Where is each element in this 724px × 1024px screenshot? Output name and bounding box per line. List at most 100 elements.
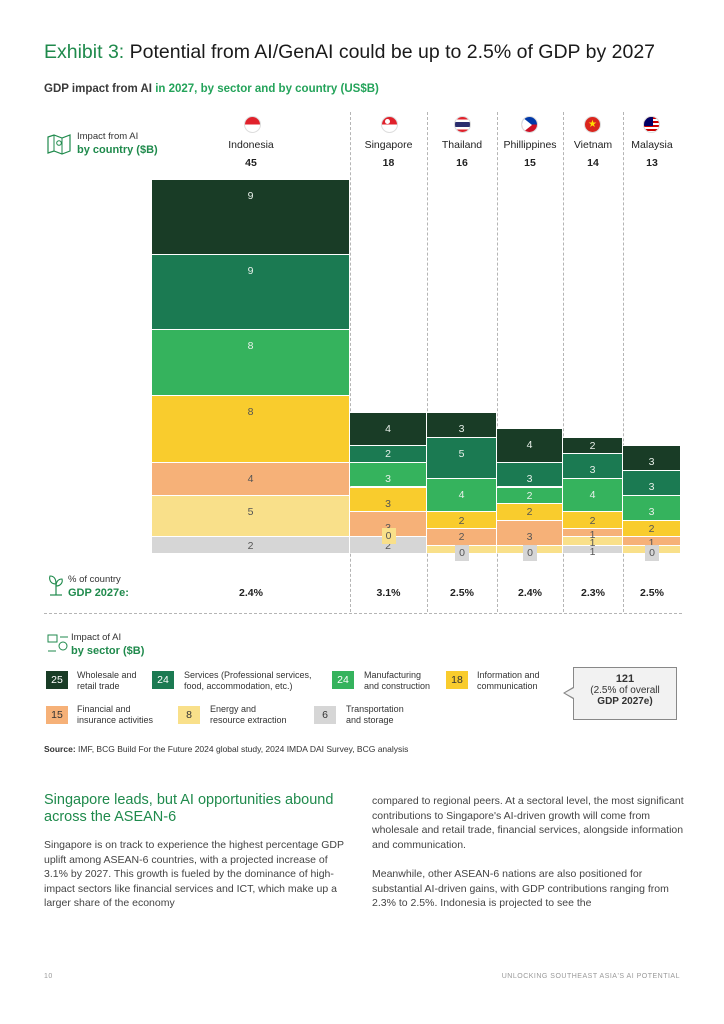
- paragraph-left: Singapore is on track to experience the …: [44, 839, 344, 909]
- bar-segment-manufacturing: 3: [350, 461, 426, 487]
- plant-icon: [46, 572, 66, 601]
- zero-value-chip: 0: [645, 545, 659, 561]
- legend-value-wholesale: 25: [46, 671, 68, 689]
- segment-value-label: 3: [589, 464, 596, 477]
- bar-segment-wholesale: 4: [350, 411, 426, 445]
- bar-segment-manufacturing: 4: [427, 478, 496, 512]
- segment-value-label: 3: [648, 480, 655, 493]
- bar-segment-manufacturing: 2: [497, 486, 562, 504]
- zero-value-chip: 0: [455, 545, 469, 561]
- segment-value-label: 3: [385, 472, 391, 485]
- bar-segment-manufacturing: 3: [623, 494, 680, 520]
- bar-segment-manufacturing: 8: [152, 328, 349, 396]
- legend-label-transport: Transportation and storage: [346, 704, 404, 725]
- bar-segment-ict: 2: [427, 511, 496, 529]
- bar-segment-services: 3: [563, 453, 622, 479]
- bar-segment-wholesale: 9: [152, 179, 349, 254]
- segment-value-label: 1: [648, 537, 655, 550]
- separator-line: [623, 112, 624, 612]
- segment-value-label: 8: [247, 406, 254, 419]
- legend-value-transport: 6: [314, 706, 336, 724]
- segment-value-label: 4: [458, 489, 465, 502]
- segment-value-label: 2: [648, 523, 655, 536]
- country-name-vietnam: Vietnam: [573, 139, 613, 151]
- bar-segment-financial: 1: [623, 536, 680, 549]
- bar-segment-financial: 2: [427, 528, 496, 545]
- gdp-pct-philippines: 2.4%: [518, 587, 542, 599]
- legend-value-ict: 18: [446, 671, 468, 689]
- exhibit-label: Exhibit 3:: [44, 41, 125, 63]
- separator-line: [427, 112, 428, 612]
- callout-arrow-fill: [565, 688, 574, 698]
- exhibit-title: Exhibit 3: Potential from AI/GenAI could…: [44, 41, 655, 64]
- bar-segment-services: 5: [427, 436, 496, 479]
- thailand-flag-icon: [454, 116, 471, 133]
- separator-line: [44, 613, 682, 614]
- country-total-singapore: 18: [382, 157, 395, 169]
- segment-value-label: 2: [589, 439, 596, 452]
- segment-value-label: 1: [589, 545, 596, 558]
- country-total-vietnam: 14: [587, 157, 599, 169]
- exhibit-title-text: Potential from AI/GenAI could be up to 2…: [129, 41, 656, 63]
- legend-value-energy: 8: [178, 706, 200, 724]
- total-callout: 121 (2.5% of overall GDP 2027e): [573, 667, 677, 720]
- bar-segment-energy: 5: [152, 494, 349, 537]
- segment-value-label: 4: [385, 422, 391, 435]
- segment-value-label: 2: [458, 531, 465, 544]
- legend-label-wholesale: Wholesale and retail trade: [77, 670, 137, 691]
- segment-value-label: 5: [458, 447, 465, 460]
- segment-value-label: 3: [648, 505, 655, 518]
- bar-segment-ict: 3: [350, 486, 426, 512]
- legend-label-manufacturing: Manufacturing and construction: [364, 670, 431, 691]
- gdp-pct-indonesia: 2.4%: [239, 587, 263, 599]
- bar-segment-ict: 2: [563, 511, 622, 529]
- bar-segment-wholesale: 4: [497, 428, 562, 462]
- segment-value-label: 2: [526, 489, 533, 502]
- chart-subtitle: GDP impact from AI in 2027, by sector an…: [44, 83, 379, 95]
- sector-icon: [46, 633, 70, 660]
- malaysia-flag-icon: [643, 116, 660, 133]
- bar-segment-transport: 2: [152, 536, 349, 553]
- bar-segment-services: 3: [497, 461, 562, 487]
- legend-label-services: Services (Professional services, food, ac…: [184, 670, 312, 691]
- country-total-philippines: 15: [524, 157, 536, 169]
- subtitle-part2: in 2027, by sector and by country (US$B): [155, 83, 379, 95]
- segment-value-label: 1: [589, 537, 596, 550]
- vietnam-flag-icon: ★: [584, 116, 601, 133]
- segment-value-label: 2: [385, 448, 391, 461]
- singapore-flag-icon: [381, 116, 398, 133]
- country-total-thailand: 16: [456, 157, 468, 169]
- indonesia-flag-icon: [244, 116, 261, 133]
- zero-value-chip: 0: [381, 528, 396, 545]
- segment-value-label: 2: [247, 539, 254, 552]
- bar-segment-energy: 1: [563, 536, 622, 549]
- segment-value-label: 3: [526, 530, 533, 543]
- bar-segment-wholesale: 3: [427, 411, 496, 437]
- bar-segment-services: 3: [623, 469, 680, 495]
- bar-segment-manufacturing: 4: [563, 478, 622, 512]
- segment-value-label: 8: [247, 339, 254, 352]
- segment-value-label: 2: [526, 506, 533, 519]
- legend-label-ict: Information and communication: [477, 670, 540, 691]
- bar-segment-transport: 1: [563, 544, 622, 558]
- country-name-singapore: Singapore: [364, 139, 413, 151]
- gdp-pct-vietnam: 2.3%: [581, 587, 605, 599]
- segment-value-label: 9: [247, 264, 254, 277]
- legend-value-manufacturing: 24: [332, 671, 354, 689]
- country-block-line2: by country ($B): [77, 144, 158, 156]
- segment-value-label: 3: [526, 472, 533, 485]
- legend-label-energy: Energy and resource extraction: [210, 704, 287, 725]
- segment-value-label: 4: [526, 439, 533, 452]
- total-note-line1: (2.5% of overall: [590, 685, 660, 696]
- separator-line: [563, 112, 564, 612]
- bar-segment-ict: 8: [152, 395, 349, 462]
- section-heading: Singapore leads, but AI opportunities ab…: [44, 792, 334, 825]
- source-text: IMF, BCG Build For the Future 2024 globa…: [75, 744, 409, 754]
- country-total-indonesia: 45: [245, 157, 257, 169]
- bar-segment-ict: 2: [497, 503, 562, 520]
- segment-value-label: 4: [589, 489, 596, 502]
- country-name-thailand: Thailand: [441, 139, 483, 151]
- gdp-pct-thailand: 2.5%: [450, 587, 474, 599]
- gdp-pct-singapore: 3.1%: [376, 587, 401, 599]
